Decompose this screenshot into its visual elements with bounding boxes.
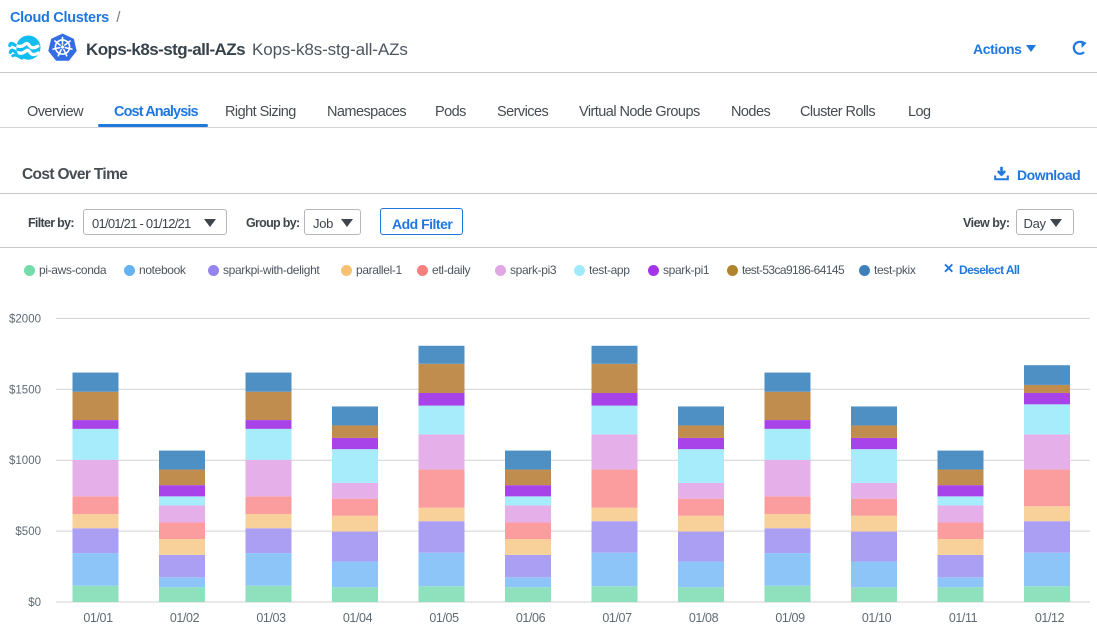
svg-text:$500: $500 <box>15 526 41 538</box>
svg-text:01/02: 01/02 <box>170 611 200 625</box>
svg-text:01/12: 01/12 <box>1035 611 1065 625</box>
svg-text:$1500: $1500 <box>9 384 41 396</box>
svg-text:$1000: $1000 <box>9 455 41 467</box>
svg-text:01/11: 01/11 <box>949 611 978 625</box>
svg-text:01/06: 01/06 <box>516 611 546 625</box>
svg-text:01/04: 01/04 <box>343 611 373 625</box>
svg-text:$0: $0 <box>28 597 41 609</box>
svg-text:01/07: 01/07 <box>602 611 632 625</box>
svg-text:$2000: $2000 <box>9 313 41 325</box>
svg-text:01/09: 01/09 <box>775 611 805 625</box>
svg-text:01/01: 01/01 <box>83 611 113 625</box>
svg-text:01/08: 01/08 <box>689 611 719 625</box>
svg-text:01/03: 01/03 <box>256 611 286 625</box>
svg-text:01/05: 01/05 <box>429 611 459 625</box>
svg-text:01/10: 01/10 <box>862 611 892 625</box>
